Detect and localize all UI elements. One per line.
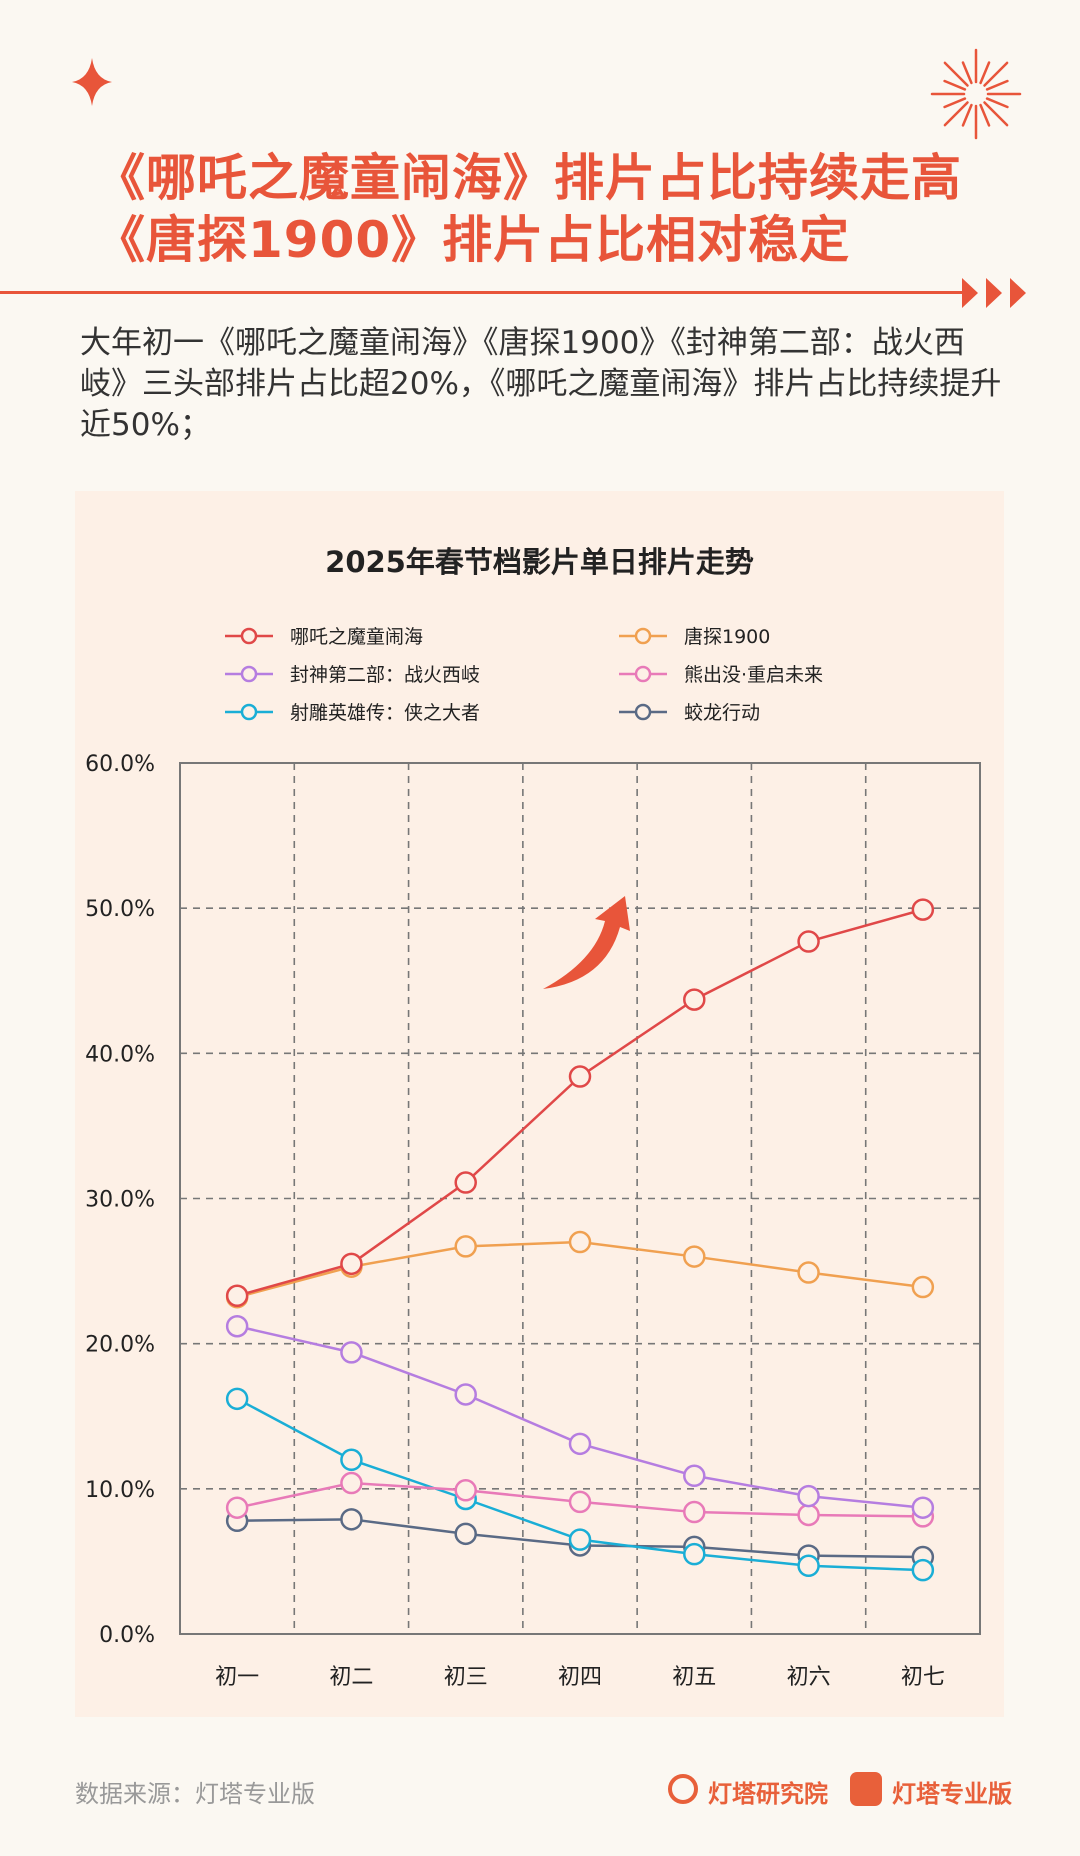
data-point [454, 1383, 477, 1406]
brand-pro: 灯塔专业版 [892, 1780, 1012, 1808]
data-point [568, 1065, 592, 1088]
y-tick-label: 60.0% [85, 752, 155, 777]
data-point [340, 1471, 363, 1495]
x-tick-label: 初四 [558, 1665, 602, 1690]
sparkle-icon [72, 58, 112, 106]
data-point [797, 1484, 820, 1508]
legend-marker [240, 627, 258, 645]
data-point [454, 1171, 477, 1194]
data-point [797, 1503, 820, 1527]
research-logo-icon [668, 1774, 698, 1804]
data-source: 数据来源：灯塔专业版 [75, 1780, 315, 1808]
data-point [568, 1230, 592, 1254]
data-point [454, 1522, 477, 1546]
data-point [683, 1500, 706, 1524]
divider [0, 291, 965, 294]
arrows-icon [962, 278, 1026, 308]
data-point [568, 1490, 592, 1514]
y-tick-label: 50.0% [85, 897, 155, 922]
data-point [225, 1496, 249, 1519]
data-point [340, 1508, 363, 1531]
legend-label: 熊出没·重启未来 [684, 664, 823, 686]
headline-line2: 《唐探1900》排片占比相对稳定 [95, 211, 851, 269]
data-point [683, 988, 706, 1011]
data-point [911, 898, 935, 921]
legend-marker [240, 665, 258, 683]
brand-research: 灯塔研究院 [708, 1780, 828, 1808]
y-tick-label: 30.0% [85, 1188, 155, 1213]
y-tick-label: 10.0% [85, 1478, 155, 1503]
data-point [225, 1284, 249, 1308]
trend-arrow-icon [543, 896, 630, 989]
y-tick-label: 40.0% [85, 1042, 155, 1067]
x-tick-label: 初六 [787, 1665, 831, 1690]
data-point [225, 1387, 249, 1411]
headline-line1: 《哪吒之魔童闹海》排片占比持续走高 [95, 149, 962, 207]
data-point [454, 1235, 477, 1258]
legend-label: 射雕英雄传：侠之大者 [290, 702, 480, 724]
summary-text: 大年初一《哪吒之魔童闹海》《唐探1900》《封神第二部：战火西岐》三头部排片占比… [80, 325, 1002, 443]
data-point [225, 1314, 249, 1338]
series-line [236, 1325, 923, 1509]
data-point [568, 1432, 592, 1456]
data-point [797, 1554, 820, 1578]
y-tick-label: 0.0% [99, 1623, 155, 1648]
x-tick-label: 初二 [329, 1665, 373, 1690]
data-point [911, 1558, 935, 1582]
line-chart: 0.0% 10.0% 20.0% 30.0% 40.0% 50.0% 60.0% 初一 初二 初三… [85, 626, 981, 1690]
data-point [683, 1542, 706, 1566]
data-point [911, 1275, 935, 1299]
data-point [340, 1341, 363, 1364]
firework-icon [930, 48, 1022, 140]
data-point [683, 1464, 706, 1488]
chart-title: 2025年春节档影片单日排片走势 [325, 545, 754, 579]
chart-card: 2025年春节档影片单日排片走势 0.0% 10.0% 20.0% 30.0% 40.0… [75, 491, 1004, 1717]
data-point [797, 1261, 820, 1284]
legend-marker [634, 665, 652, 683]
legend-label: 唐探1900 [684, 626, 770, 648]
data-point [340, 1252, 363, 1276]
legend-marker [240, 703, 258, 721]
data-point [797, 930, 820, 953]
data-point [683, 1245, 706, 1268]
legend-label: 蛟龙行动 [684, 702, 760, 724]
legend-marker [634, 703, 652, 721]
data-point [911, 1496, 935, 1519]
data-point [568, 1528, 592, 1551]
data-point [454, 1479, 477, 1502]
legend-label: 哪吒之魔童闹海 [290, 626, 423, 648]
x-tick-label: 初三 [444, 1665, 488, 1690]
y-tick-label: 20.0% [85, 1333, 155, 1358]
legend-label: 封神第二部：战火西岐 [290, 664, 480, 686]
x-tick-label: 初五 [672, 1665, 716, 1690]
x-tick-label: 初七 [901, 1665, 945, 1690]
data-point [340, 1448, 363, 1472]
legend-marker [634, 627, 652, 645]
pro-logo-icon [850, 1772, 882, 1806]
x-tick-label: 初一 [215, 1665, 259, 1690]
